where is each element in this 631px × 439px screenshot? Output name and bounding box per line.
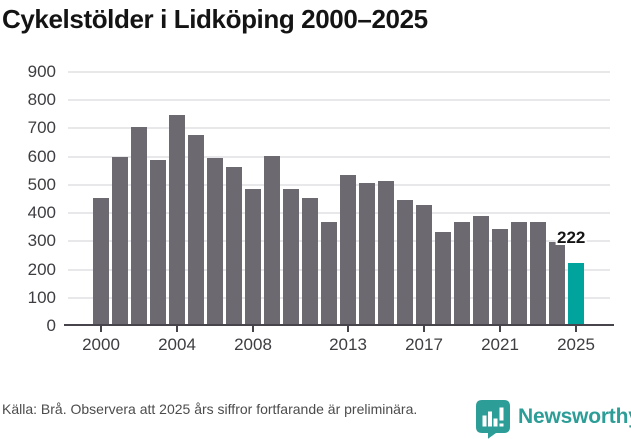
- newsworthy-bubble-icon: [476, 400, 510, 439]
- gridline-100: [68, 296, 610, 299]
- y-axis-label-0: 0: [46, 316, 56, 335]
- x-axis-label-2004: 2004: [158, 335, 196, 354]
- x-axis-label-2025: 2025: [557, 335, 595, 354]
- y-axis-label-400: 400: [27, 203, 56, 223]
- bar-2009: [264, 155, 280, 326]
- bar-2017: [416, 204, 432, 326]
- y-axis-label-100: 100: [27, 287, 56, 307]
- gridline-700: [68, 127, 610, 130]
- x-tick-2004: [176, 326, 178, 332]
- bar-2007: [226, 166, 242, 326]
- x-tick-2017: [423, 326, 425, 332]
- bar-2025: [568, 263, 584, 326]
- y-axis-label-500: 500: [27, 174, 56, 194]
- y-axis-label-200: 200: [27, 259, 56, 279]
- bar-2015: [378, 180, 394, 326]
- bar-2010: [283, 189, 299, 326]
- x-tick-2021: [499, 326, 501, 332]
- x-axis-line: [64, 324, 614, 326]
- bar-2012: [321, 221, 337, 326]
- bar-2008: [245, 189, 261, 326]
- bar-2014: [359, 183, 375, 326]
- bar-2001: [112, 157, 128, 326]
- chart-title: Cykelstölder i Lidköping 2000–2025: [2, 4, 428, 34]
- y-axis-label-700: 700: [27, 118, 56, 138]
- bar-2003: [150, 160, 166, 326]
- bar-2000: [93, 198, 109, 326]
- bar-chart-plot-area: 0 100 200 300 400 500 600 700 800 900 2000 2004 2008…: [28, 63, 614, 354]
- x-axis-label-2000: 2000: [82, 335, 120, 354]
- source-note: Källa: Brå. Observera att 2025 års siffr…: [2, 401, 418, 417]
- gridline-300: [68, 240, 610, 243]
- x-axis-label-2013: 2013: [329, 335, 367, 354]
- gridline-900: [68, 71, 610, 73]
- y-axis-label-300: 300: [27, 231, 56, 251]
- bar-2002: [131, 126, 147, 326]
- bar-2005: [188, 135, 204, 326]
- x-axis-label-2017: 2017: [405, 335, 443, 354]
- bar-2022: [511, 221, 527, 326]
- x-tick-2000: [100, 326, 102, 332]
- bar-2023: [530, 222, 546, 326]
- x-axis-label-2021: 2021: [481, 335, 519, 354]
- x-tick-2008: [252, 326, 254, 332]
- bar-2020: [473, 215, 489, 326]
- bar-2013: [340, 175, 356, 326]
- newsworthy-wordmark: Newsworthy: [518, 405, 631, 428]
- bar-2011: [302, 197, 318, 326]
- x-tick-2013: [347, 326, 349, 332]
- bar-2006: [207, 157, 223, 326]
- x-tick-2025: [575, 326, 577, 332]
- gridline-800: [68, 99, 610, 102]
- gridline-600: [68, 155, 610, 158]
- bar-2004: [169, 114, 185, 326]
- x-axis-label-2008: 2008: [234, 335, 272, 354]
- bar-2018: [435, 232, 451, 326]
- y-axis-label-600: 600: [27, 146, 56, 166]
- newsworthy-logo[interactable]: Newsworthy: [476, 400, 631, 439]
- y-axis-label-800: 800: [27, 90, 56, 110]
- bar-2021: [492, 228, 508, 326]
- bar-2016: [397, 200, 413, 326]
- gridline-200: [68, 268, 610, 271]
- y-axis-label-900: 900: [27, 62, 56, 81]
- gridline-400: [68, 212, 610, 215]
- value-annotation-2025: 222: [557, 228, 586, 248]
- bar-2019: [454, 221, 470, 326]
- gridline-500: [68, 183, 610, 186]
- bar-2024: [549, 242, 565, 326]
